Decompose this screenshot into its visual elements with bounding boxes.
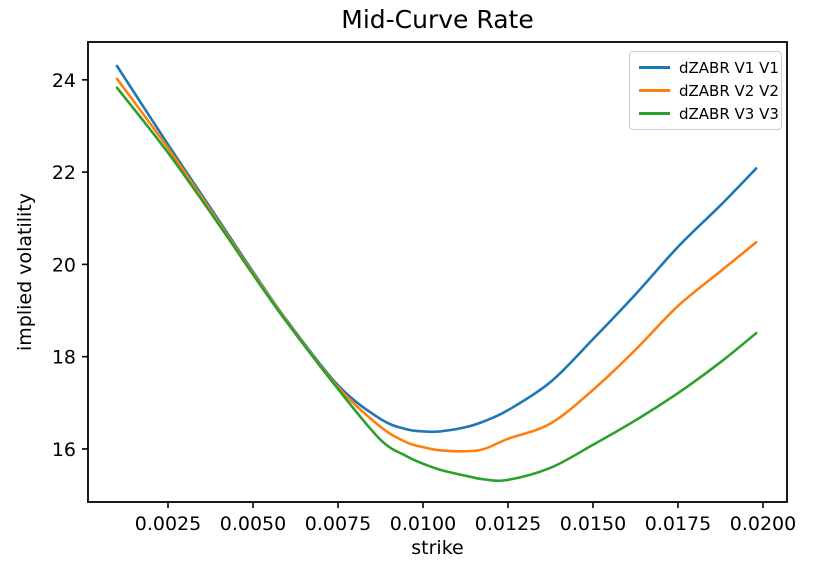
legend-item-dzabr-v3-v3: dZABR V3 V3 [639, 104, 779, 123]
x-tick-label: 0.0075 [305, 513, 371, 535]
y-tick-label: 24 [52, 70, 76, 92]
x-tick-label: 0.0150 [560, 513, 626, 535]
y-tick-label: 16 [52, 439, 76, 461]
legend-label: dZABR V1 V1 [679, 58, 779, 77]
legend-line-swatch [639, 89, 670, 92]
chart-title: Mid-Curve Rate [341, 5, 534, 34]
x-tick-label: 0.0100 [390, 513, 456, 535]
y-tick-label: 20 [52, 254, 76, 276]
plot-frame [87, 41, 788, 503]
x-tick-label: 0.0125 [475, 513, 541, 535]
legend-line-swatch [639, 112, 670, 115]
x-tick-label: 0.0025 [135, 513, 201, 535]
legend-item-dzabr-v1-v1: dZABR V1 V1 [639, 58, 779, 77]
y-tick-label: 18 [52, 347, 76, 369]
y-axis-label-box: implied volatility [6, 42, 44, 502]
y-axis-label: implied volatility [14, 193, 36, 351]
x-tick-label: 0.0175 [645, 513, 711, 535]
x-tick-label: 0.0200 [730, 513, 796, 535]
x-tick-label: 0.0050 [220, 513, 286, 535]
y-tick-label: 22 [52, 162, 76, 184]
x-axis-label: strike [411, 537, 464, 559]
legend-label: dZABR V3 V3 [679, 104, 779, 123]
legend-item-dzabr-v2-v2: dZABR V2 V2 [639, 81, 779, 100]
legend-label: dZABR V2 V2 [679, 81, 779, 100]
legend-line-swatch [639, 66, 670, 69]
legend: dZABR V1 V1 dZABR V2 V2 dZABR V3 V3 [629, 51, 782, 130]
series-line-dzabr-v3-v3 [115, 86, 758, 483]
